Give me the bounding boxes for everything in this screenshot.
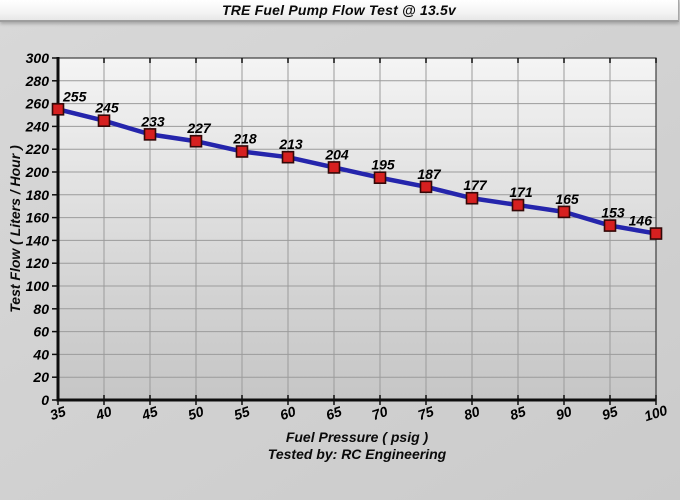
y-tick-label: 280 bbox=[25, 73, 50, 89]
data-point-marker bbox=[51, 103, 65, 116]
data-point-marker bbox=[419, 180, 433, 194]
x-tick-label: 60 bbox=[278, 403, 298, 423]
y-tick-label: 60 bbox=[33, 324, 49, 340]
x-tick-label: 100 bbox=[642, 402, 669, 425]
y-tick-label: 140 bbox=[26, 232, 50, 248]
data-point-label: 218 bbox=[232, 130, 257, 146]
y-tick-label: 240 bbox=[25, 118, 50, 134]
x-tick-label: 75 bbox=[416, 403, 436, 423]
chart-title: TRE Fuel Pump Flow Test @ 13.5v bbox=[221, 2, 457, 18]
data-point-label: 171 bbox=[509, 184, 533, 200]
data-point-label: 204 bbox=[324, 146, 349, 162]
data-point-marker bbox=[235, 145, 249, 158]
x-tick-label: 90 bbox=[554, 403, 574, 423]
y-tick-label: 120 bbox=[26, 255, 50, 271]
gridlines bbox=[58, 58, 656, 400]
data-points bbox=[51, 103, 663, 240]
x-tick-label: 55 bbox=[232, 403, 252, 423]
y-tick-label: 100 bbox=[26, 278, 50, 294]
data-point-marker bbox=[465, 191, 479, 205]
data-point-marker bbox=[557, 205, 571, 219]
y-tick-label: 300 bbox=[26, 50, 50, 66]
data-point-marker bbox=[97, 114, 111, 127]
data-point-marker bbox=[327, 161, 341, 174]
data-point-marker bbox=[189, 134, 203, 148]
data-point-label: 213 bbox=[278, 136, 303, 152]
plot-area bbox=[58, 58, 656, 400]
y-tick-label: 180 bbox=[26, 187, 50, 203]
x-tick-label: 45 bbox=[139, 403, 160, 423]
x-tick-label: 35 bbox=[48, 403, 68, 423]
y-tick-label: 80 bbox=[33, 301, 49, 317]
x-tick-label: 85 bbox=[508, 403, 528, 423]
x-tick-label: 50 bbox=[186, 403, 206, 423]
y-axis-title: Test Flow ( Liters / Hour ) bbox=[7, 145, 23, 313]
data-point-label: 165 bbox=[555, 191, 579, 207]
data-point-label: 146 bbox=[629, 213, 653, 229]
data-point-marker bbox=[603, 219, 617, 232]
y-tick-labels: 0 20 40 60 80 100 120 140 160 180 200 220 240 260 280 3… bbox=[25, 50, 50, 408]
data-point-label: 255 bbox=[62, 88, 87, 104]
chart-title-bar: TRE Fuel Pump Flow Test @ 13.5v bbox=[0, 0, 679, 22]
x-axis-title: Fuel Pressure ( psig ) bbox=[285, 429, 429, 445]
data-point-label: 187 bbox=[417, 166, 442, 182]
data-point-label: 153 bbox=[601, 205, 625, 221]
x-tick-label: 65 bbox=[324, 403, 344, 423]
y-tick-label: 40 bbox=[32, 346, 49, 362]
data-point-marker bbox=[649, 227, 663, 240]
data-point-marker bbox=[511, 198, 525, 212]
tested-by-note: Tested by: RC Engineering bbox=[267, 446, 447, 462]
x-tick-label: 80 bbox=[462, 403, 482, 423]
x-tick-label: 95 bbox=[600, 403, 620, 423]
data-point-label: 233 bbox=[140, 113, 165, 129]
y-tick-label: 220 bbox=[25, 141, 50, 157]
data-point-label: 227 bbox=[186, 120, 212, 136]
data-point-label: 195 bbox=[371, 157, 395, 173]
y-tick-label: 260 bbox=[25, 96, 50, 112]
data-point-label: 245 bbox=[94, 100, 119, 116]
data-point-marker bbox=[143, 128, 157, 141]
x-tick-labels: 35 40 45 50 55 60 65 70 75 80 85 90 95 100 bbox=[48, 402, 670, 425]
y-tick-label: 200 bbox=[25, 164, 50, 180]
data-point-marker bbox=[281, 150, 295, 164]
x-tick-label: 70 bbox=[370, 403, 390, 423]
data-labels: 255 245 233 227 218 213 204 195 187 177 171 165 153 1… bbox=[62, 88, 652, 228]
y-tick-label: 0 bbox=[41, 392, 49, 408]
x-tick-label: 40 bbox=[93, 403, 114, 423]
y-tick-label: 160 bbox=[26, 210, 50, 226]
y-tick-label: 20 bbox=[32, 369, 49, 385]
flow-series-line bbox=[55, 107, 659, 236]
data-point-marker bbox=[373, 171, 387, 184]
data-point-label: 177 bbox=[463, 177, 488, 193]
